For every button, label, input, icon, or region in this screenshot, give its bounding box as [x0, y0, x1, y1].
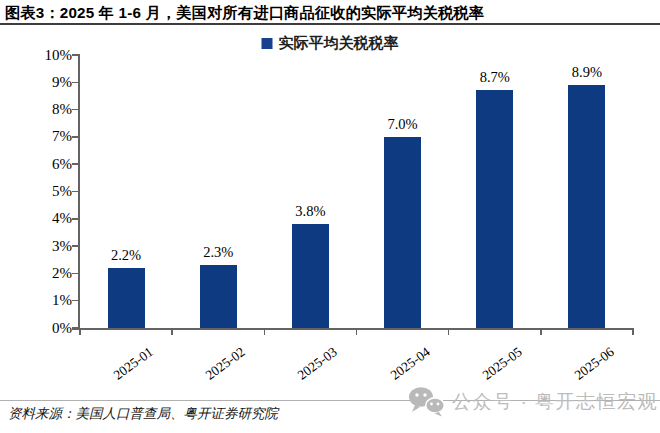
bar — [476, 90, 513, 328]
y-tick-label: 1% — [20, 291, 72, 310]
y-tick — [72, 54, 80, 56]
x-tick — [632, 328, 634, 335]
y-tick — [72, 82, 80, 84]
y-tick — [72, 191, 80, 193]
bar-value-label: 3.8% — [278, 203, 342, 220]
x-tick — [540, 328, 542, 335]
x-tick — [356, 328, 358, 335]
y-tick-label: 2% — [20, 264, 72, 283]
x-tick-label: 2025-06 — [572, 344, 618, 383]
x-tick-label: 2025-03 — [295, 344, 341, 383]
watermark: 公众号 · 粤开志恒宏观 — [408, 386, 658, 417]
bar — [200, 265, 237, 328]
y-tick-label: 3% — [20, 237, 72, 256]
y-tick-label: 10% — [20, 46, 72, 65]
x-tick — [264, 328, 266, 335]
y-tick-label: 4% — [20, 209, 72, 228]
x-tick-label: 2025-02 — [203, 344, 249, 383]
bar-value-label: 8.7% — [463, 69, 527, 86]
bar — [108, 268, 145, 328]
y-tick-label: 8% — [20, 100, 72, 119]
source-note: 资料来源：美国人口普查局、粤开证券研究院 — [8, 405, 278, 423]
y-tick — [72, 245, 80, 247]
y-tick — [72, 136, 80, 138]
figure: 图表3：2025 年 1-6 月，美国对所有进口商品征收的实际平均关税税率 实际… — [0, 0, 660, 433]
x-tick-label: 2025-05 — [479, 344, 525, 383]
plot-area: 0% 1% 2% 3% 4% 5% 6% 7% 8% 9% 10% 2.2% 2025-01 2.3% 20… — [0, 0, 660, 433]
watermark-text: 公众号 · 粤开志恒宏观 — [452, 389, 658, 415]
x-tick — [171, 328, 173, 335]
y-tick — [72, 273, 80, 275]
bar — [384, 137, 421, 328]
y-tick-label: 6% — [20, 155, 72, 174]
y-tick-label: 5% — [20, 182, 72, 201]
y-tick — [72, 163, 80, 165]
bar-value-label: 7.0% — [371, 116, 435, 133]
bar — [292, 224, 329, 328]
x-tick — [448, 328, 450, 335]
bar — [568, 85, 605, 328]
x-tick-label: 2025-04 — [387, 344, 433, 383]
bar-value-label: 2.3% — [186, 244, 250, 261]
y-tick-label: 0% — [20, 319, 72, 338]
x-axis-line — [72, 328, 633, 330]
y-tick — [72, 109, 80, 111]
y-tick-label: 7% — [20, 127, 72, 146]
y-tick-label: 9% — [20, 73, 72, 92]
wechat-icon — [408, 386, 445, 417]
bar-value-label: 8.9% — [555, 64, 619, 81]
bar-value-label: 2.2% — [94, 247, 158, 264]
y-tick — [72, 300, 80, 302]
x-tick-label: 2025-01 — [111, 344, 157, 383]
x-tick — [79, 328, 81, 335]
y-tick — [72, 218, 80, 220]
